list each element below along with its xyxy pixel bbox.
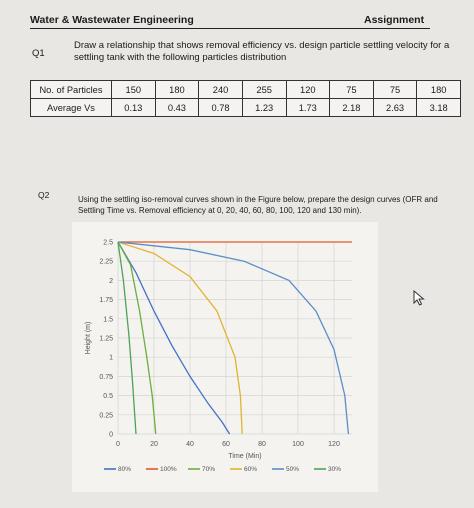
x-tick-label: 40 [186, 441, 194, 448]
iso-removal-chart: 0 0.25 0.5 0.75 1 1.25 1.5 1.75 2 2.25 2.5 0 20 40 60 8… [72, 222, 378, 492]
x-tick-label: 0 [116, 441, 120, 448]
legend-entry: 60% [244, 466, 257, 473]
question-1-text: Draw a relationship that shows removal e… [74, 40, 450, 63]
question-1-label: Q1 [32, 48, 45, 59]
y-tick-label: 1 [109, 355, 113, 362]
x-tick-label: 100 [292, 441, 304, 448]
y-tick-label: 0 [109, 432, 113, 439]
series-line-80pct [117, 241, 231, 435]
question-2-label: Q2 [38, 190, 50, 200]
x-tick-label: 80 [258, 441, 266, 448]
y-axis-title: Height (m) [85, 322, 92, 355]
table-row: No. of Particles 150 180 240 255 120 75 … [30, 80, 461, 99]
x-tick-label: 20 [150, 441, 158, 448]
series-line-70pct [117, 241, 157, 435]
table-cell: 180 [416, 80, 461, 99]
chart-svg: 0 0.25 0.5 0.75 1 1.25 1.5 1.75 2 2.25 2.5 0 20 40 60 8… [85, 240, 352, 473]
x-axis-title: Time (Min) [228, 453, 261, 460]
y-tick-label: 1.75 [99, 297, 113, 304]
y-tick-label: 1.25 [99, 336, 113, 343]
table-row: Average Vs 0.13 0.43 0.78 1.23 1.73 2.18… [30, 98, 461, 117]
question-2-text: Using the settling iso-removal curves sh… [78, 195, 438, 215]
table-cell: 255 [241, 80, 287, 99]
legend-entry: 70% [202, 466, 215, 473]
table-row-header: Average Vs [30, 98, 112, 117]
table-cell: 0.78 [198, 98, 243, 117]
assignment-title: Assignment [364, 14, 425, 26]
series-line-30pct [117, 241, 137, 435]
mouse-pointer-icon [413, 289, 425, 311]
y-tick-label: 0.5 [103, 393, 113, 400]
table-cell: 1.23 [241, 98, 287, 117]
x-tick-label: 120 [328, 441, 340, 448]
table-cell: 3.18 [416, 98, 461, 117]
table-cell: 240 [198, 80, 243, 99]
series-line-50pct [117, 241, 350, 435]
particle-distribution-table: No. of Particles 150 180 240 255 120 75 … [30, 80, 461, 117]
table-cell: 2.18 [329, 98, 374, 117]
table-cell: 0.13 [111, 98, 156, 117]
y-tick-label: 2.5 [103, 240, 113, 247]
table-cell: 1.73 [285, 98, 331, 117]
table-cell: 120 [285, 80, 331, 99]
table-row-header: No. of Particles [30, 80, 112, 99]
y-tick-label: 0.75 [99, 374, 113, 381]
table-cell: 150 [111, 80, 156, 99]
y-tick-label: 1.5 [103, 316, 113, 323]
legend-entry: 100% [160, 466, 177, 473]
table-cell: 75 [329, 80, 374, 99]
page-header: Water & Wastewater Engineering Assignmen… [30, 12, 430, 29]
legend-entry: 30% [328, 466, 341, 473]
table-cell: 75 [372, 80, 418, 99]
course-title: Water & Wastewater Engineering [30, 14, 194, 26]
legend-entry: 50% [286, 466, 299, 473]
series-line-60pct [117, 241, 243, 435]
y-tick-label: 2 [109, 278, 113, 285]
legend-entry: 80% [118, 466, 131, 473]
table-cell: 2.63 [372, 98, 418, 117]
table-cell: 0.43 [154, 98, 200, 117]
y-tick-label: 2.25 [99, 259, 113, 266]
x-tick-label: 60 [222, 441, 230, 448]
table-cell: 180 [154, 80, 200, 99]
y-tick-label: 0.25 [99, 412, 113, 419]
